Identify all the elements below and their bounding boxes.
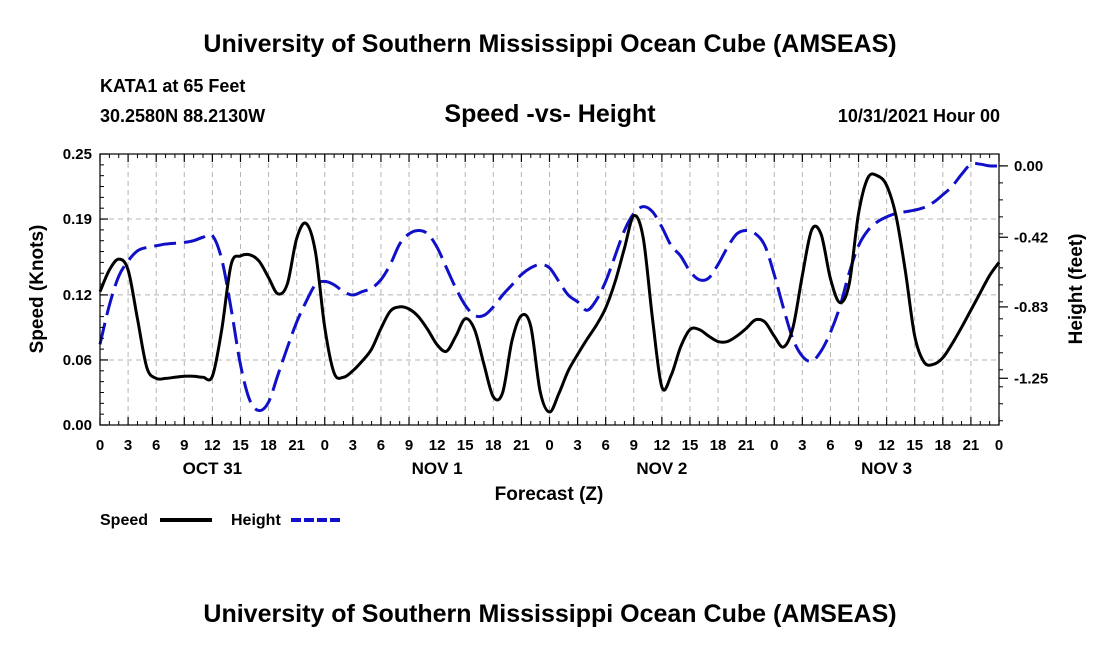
x-axis-label: Forecast (Z) [495, 484, 604, 505]
x-tick-label: 12 [204, 437, 221, 454]
series-layer [98, 161, 1001, 414]
grid-layer [100, 154, 999, 425]
x-tick-label: 6 [826, 437, 834, 454]
footer-title: University of Southern Mississippi Ocean… [203, 600, 897, 628]
x-tick-label: 6 [602, 437, 610, 454]
chart-title: Speed -vs- Height [444, 100, 656, 128]
legend-label-height: Height [231, 512, 281, 529]
x-tick-label: 3 [349, 437, 357, 454]
legend-label-speed: Speed [100, 512, 148, 529]
y-tick-label: 0.25 [63, 146, 92, 163]
x-tick-label: 12 [878, 437, 895, 454]
tick-layer: 0 3 6 9 12 15 18 21 0 3 6 9 12 15 18 21 0 3 6 9 12 15 18 21 0 3 6 9… [63, 146, 1048, 478]
day-label: OCT 31 [183, 459, 243, 478]
x-tick-label: 3 [573, 437, 581, 454]
day-label: NOV 1 [412, 459, 463, 478]
x-tick-label: 15 [457, 437, 474, 454]
x-tick-label: 0 [770, 437, 778, 454]
page-title: University of Southern Mississippi Ocean… [203, 30, 897, 58]
x-tick-label: 12 [654, 437, 671, 454]
x-tick-label: 21 [738, 437, 755, 454]
y-axis-label: Speed (Knots) [27, 225, 48, 354]
day-label: NOV 2 [636, 459, 687, 478]
y-tick-label: 0.00 [63, 417, 92, 434]
x-tick-label: 0 [995, 437, 1003, 454]
y2-tick-label: -1.25 [1014, 370, 1048, 387]
y2-tick-label: 0.00 [1014, 158, 1043, 175]
y2-axis-label: Height (feet) [1066, 234, 1087, 345]
x-tick-label: 9 [405, 437, 413, 454]
x-tick-label: 18 [934, 437, 951, 454]
x-tick-label: 9 [180, 437, 188, 454]
x-tick-label: 15 [232, 437, 249, 454]
x-tick-label: 18 [710, 437, 727, 454]
coordinates-label: 30.2580N 88.2130W [100, 106, 266, 126]
x-tick-label: 9 [630, 437, 638, 454]
x-tick-label: 6 [377, 437, 385, 454]
x-tick-label: 21 [513, 437, 530, 454]
series-line-height [98, 161, 1000, 413]
forecast-date-label: 10/31/2021 Hour 00 [837, 106, 1000, 126]
x-tick-label: 3 [124, 437, 132, 454]
x-tick-label: 6 [152, 437, 160, 454]
day-label: NOV 3 [861, 459, 912, 478]
x-tick-label: 18 [485, 437, 502, 454]
x-tick-label: 21 [963, 437, 980, 454]
x-tick-label: 15 [906, 437, 923, 454]
y2-tick-label: -0.42 [1014, 229, 1048, 246]
y-tick-label: 0.19 [63, 211, 92, 228]
legend: Speed Height [100, 512, 343, 529]
x-tick-label: 15 [682, 437, 699, 454]
x-tick-label: 18 [260, 437, 277, 454]
x-tick-label: 21 [288, 437, 305, 454]
station-label: KATA1 at 65 Feet [100, 76, 246, 96]
series-line-speed [98, 172, 1001, 414]
x-tick-label: 12 [429, 437, 446, 454]
y2-tick-label: -0.83 [1014, 299, 1048, 316]
x-tick-label: 0 [321, 437, 329, 454]
x-tick-label: 3 [798, 437, 806, 454]
label-layer: Forecast (Z) Speed (Knots) Height (feet) [27, 225, 1087, 505]
x-tick-label: 0 [545, 437, 553, 454]
x-tick-label: 9 [854, 437, 862, 454]
y-tick-label: 0.06 [63, 352, 92, 369]
x-tick-label: 0 [96, 437, 104, 454]
y-tick-label: 0.12 [63, 287, 92, 304]
